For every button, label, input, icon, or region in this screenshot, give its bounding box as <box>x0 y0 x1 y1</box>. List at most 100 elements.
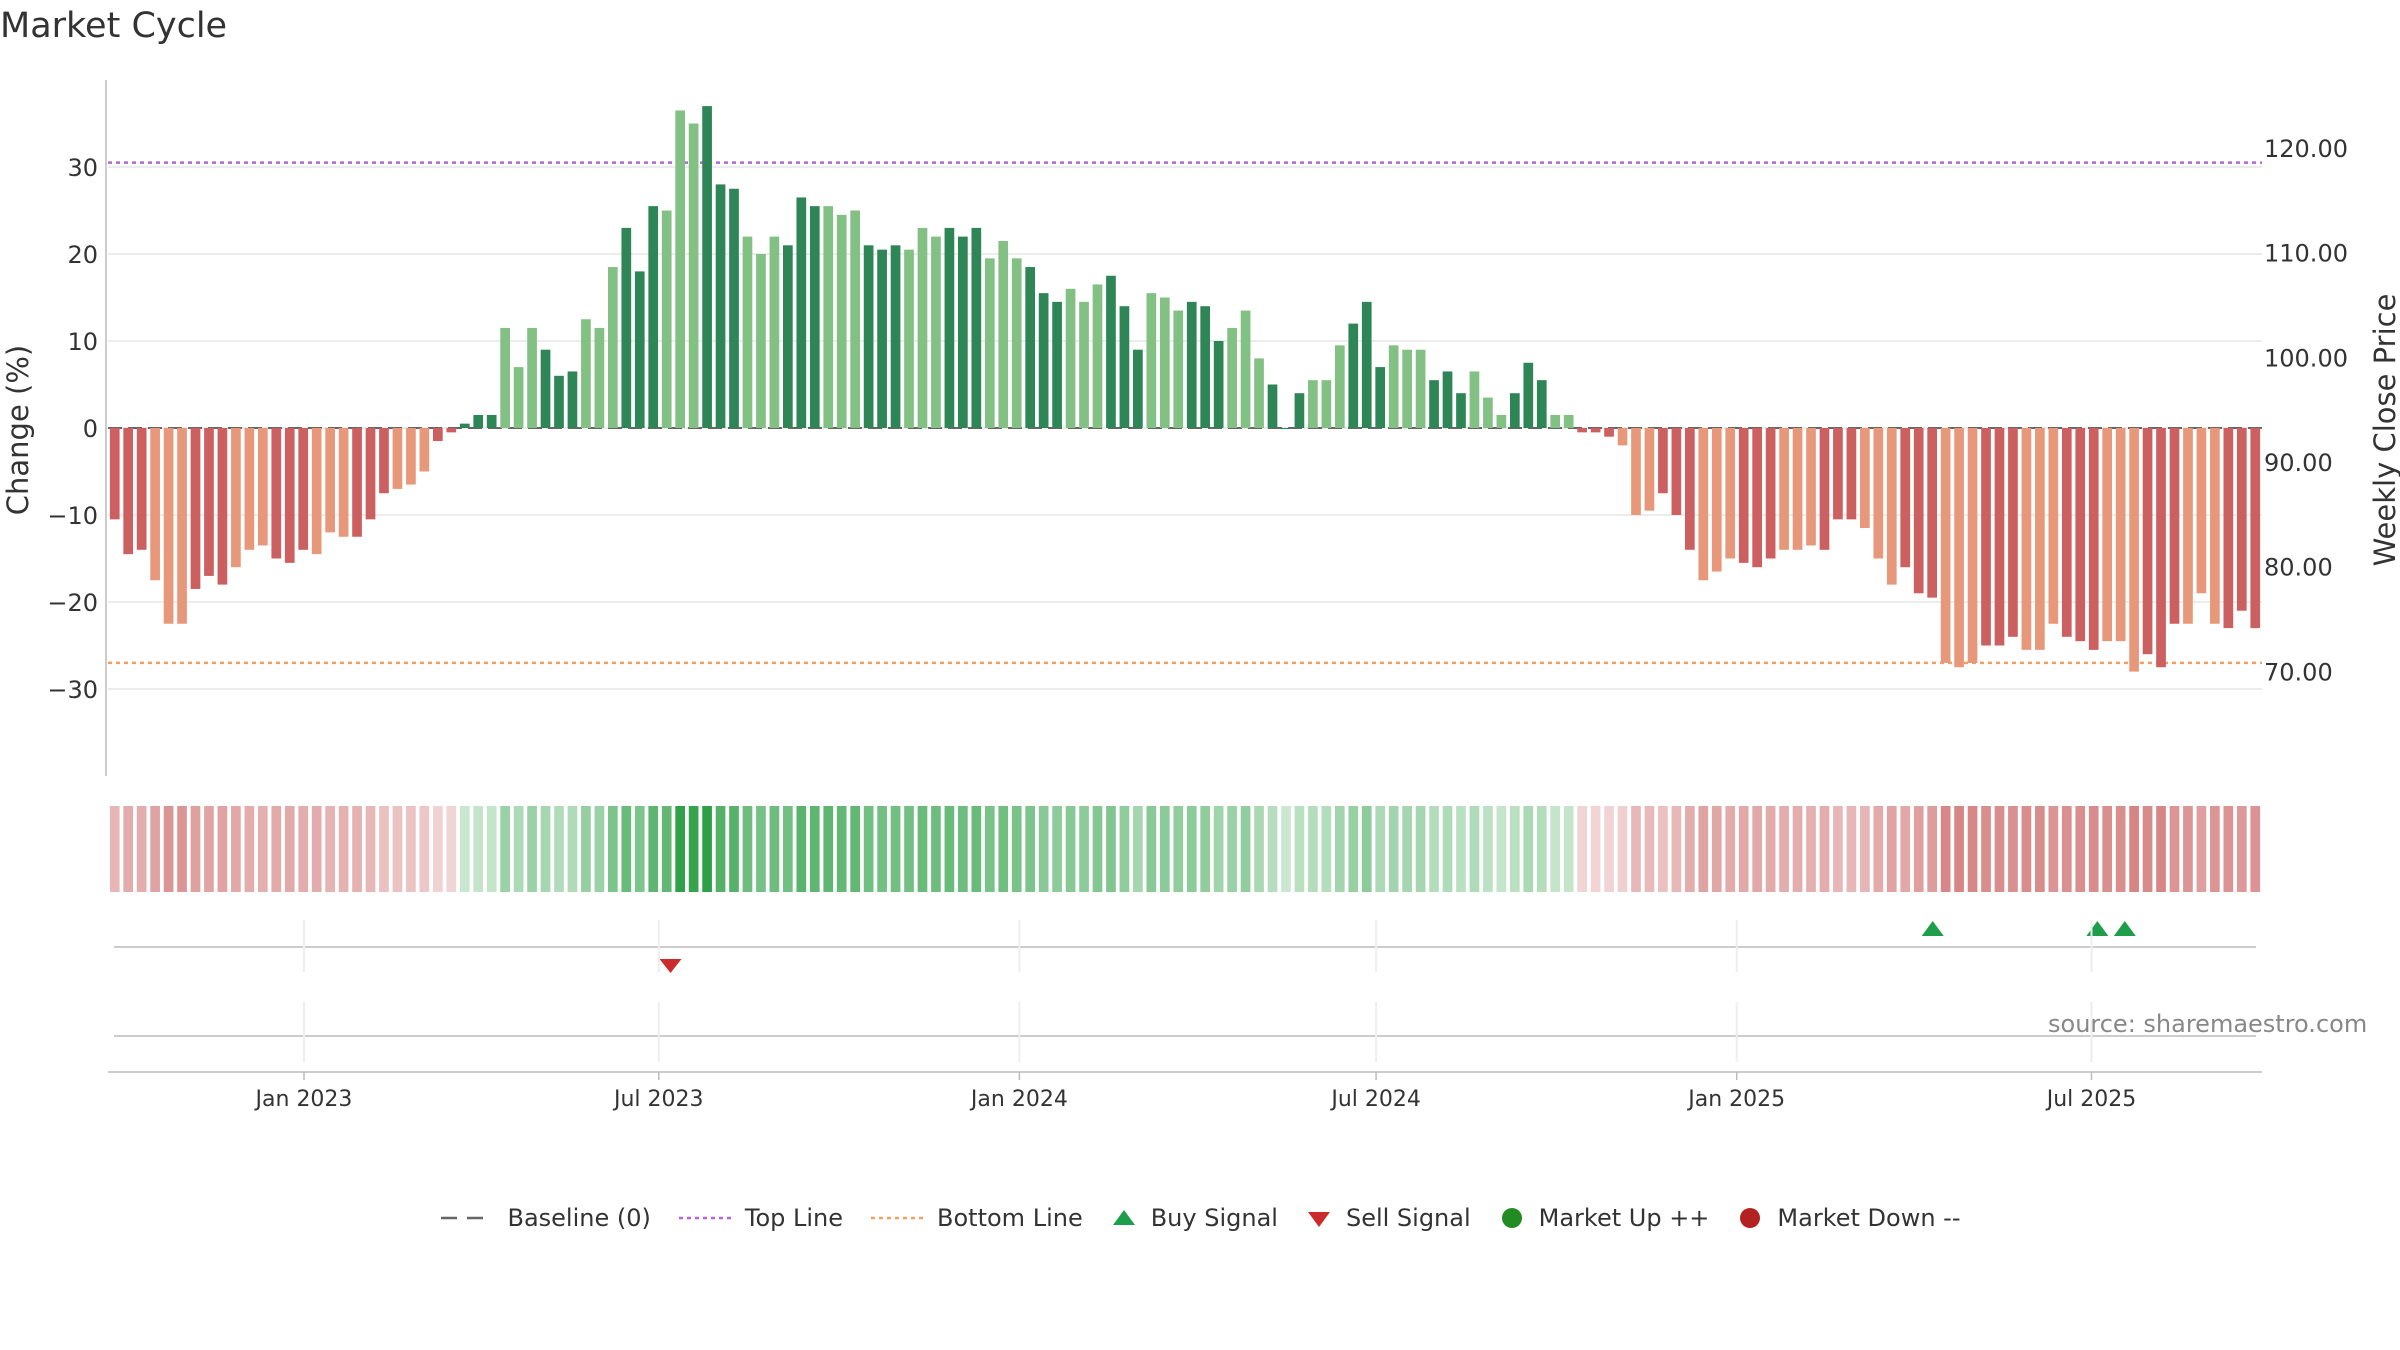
bar <box>769 236 780 428</box>
heat-cell <box>1927 806 1938 892</box>
heat-cell <box>2035 806 2045 892</box>
bar <box>1940 428 1951 663</box>
heat-cell <box>500 806 510 892</box>
bar <box>1617 428 1628 446</box>
heat-cell <box>958 806 968 892</box>
bar <box>984 258 995 428</box>
bar <box>1509 393 1520 428</box>
legend-item: Market Up ++ <box>1497 1204 1710 1232</box>
heat-cell <box>971 806 982 892</box>
y-tick-label: 10 <box>67 328 98 356</box>
legend-swatch <box>1112 1210 1135 1225</box>
y-tick-label: 0 <box>83 415 98 443</box>
legend-label: Market Up ++ <box>1538 1204 1710 1232</box>
heat-cell <box>1388 806 1399 892</box>
heat-cell <box>1846 806 1857 892</box>
heat-cell <box>1671 806 1682 892</box>
bar <box>177 428 187 624</box>
heat-cell <box>1052 806 1062 892</box>
x-tick-label: Jul 2025 <box>2045 1087 2137 1112</box>
bar <box>419 428 430 472</box>
y-tick-label: −20 <box>47 589 98 617</box>
bar <box>1146 293 1157 428</box>
bar <box>1967 428 1978 663</box>
bar <box>1698 428 1709 581</box>
legend-swatch <box>441 1216 494 1220</box>
bar <box>1079 301 1089 428</box>
bar <box>1173 310 1184 428</box>
heat-cell <box>1711 806 1722 892</box>
bar <box>809 206 820 428</box>
bar <box>1200 306 1211 428</box>
bar <box>2156 428 2166 668</box>
heat-cell <box>352 806 362 892</box>
sell-signal-marker <box>659 959 682 973</box>
y-right-tick-label: 110.00 <box>2264 240 2348 268</box>
bar <box>1860 428 1870 529</box>
bar <box>2169 428 2180 624</box>
x-tick-label: Jul 2024 <box>1329 1087 1421 1112</box>
bar <box>2115 428 2126 642</box>
heat-cell <box>1806 806 1816 892</box>
heat-cell <box>1940 806 1951 892</box>
heat-cell <box>1119 806 1130 892</box>
heat-cell <box>1025 806 1036 892</box>
heat-cell <box>2210 806 2220 892</box>
y-right-tick-label: 80.00 <box>2264 554 2333 582</box>
heat-cell <box>1738 806 1749 892</box>
heat-cell <box>1873 806 1884 892</box>
heat-cell <box>123 806 134 892</box>
heat-cell <box>2061 806 2072 892</box>
bar <box>1159 297 1170 428</box>
legend-label: Market Down -- <box>1777 1204 1961 1232</box>
heat-cell <box>1765 806 1776 892</box>
heat-cell <box>769 806 780 892</box>
heat-cell <box>419 806 430 892</box>
buy-signal-marker <box>1921 921 1944 936</box>
bar <box>379 428 389 494</box>
heat-cell <box>1900 806 1911 892</box>
bar <box>1563 414 1574 428</box>
bar <box>1684 428 1695 550</box>
heat-cell <box>190 806 201 892</box>
bar <box>1913 428 1924 594</box>
bar <box>634 271 645 428</box>
heat-cell <box>783 806 793 892</box>
heat-cell <box>1442 806 1453 892</box>
bar <box>231 428 241 568</box>
bar <box>311 428 322 555</box>
heat-cell <box>311 806 322 892</box>
heat-cell <box>1361 806 1372 892</box>
bar <box>2250 428 2261 629</box>
heat-cell <box>217 806 228 892</box>
heat-cell <box>675 806 686 892</box>
source-note: source: sharemaestro.com <box>2048 1010 2368 1038</box>
legend-swatch <box>1740 1208 1761 1228</box>
legend-item: Top Line <box>677 1204 843 1232</box>
heat-cell <box>1038 806 1049 892</box>
bar <box>325 428 335 533</box>
y-tick-label: −30 <box>47 676 98 704</box>
heat-cell <box>1240 806 1251 892</box>
heat-cell <box>1159 806 1170 892</box>
heat-cell <box>688 806 699 892</box>
heat-cell <box>109 806 120 892</box>
legend-label: Top Line <box>744 1204 844 1232</box>
bar <box>2035 428 2045 650</box>
heat-cell <box>244 806 255 892</box>
heat-cell <box>1860 806 1870 892</box>
heat-cell <box>1415 806 1426 892</box>
heat-cell <box>527 806 537 892</box>
heat-cell <box>1792 806 1803 892</box>
bar <box>931 236 941 428</box>
heat-cell <box>1981 806 1991 892</box>
heat-cell <box>2142 806 2153 892</box>
heat-cell <box>136 806 147 892</box>
bar <box>1981 428 1991 646</box>
heat-cell <box>1106 806 1116 892</box>
bar <box>702 106 712 428</box>
heat-cell <box>2250 806 2261 892</box>
bar <box>1536 380 1547 428</box>
heat-cell <box>890 806 901 892</box>
